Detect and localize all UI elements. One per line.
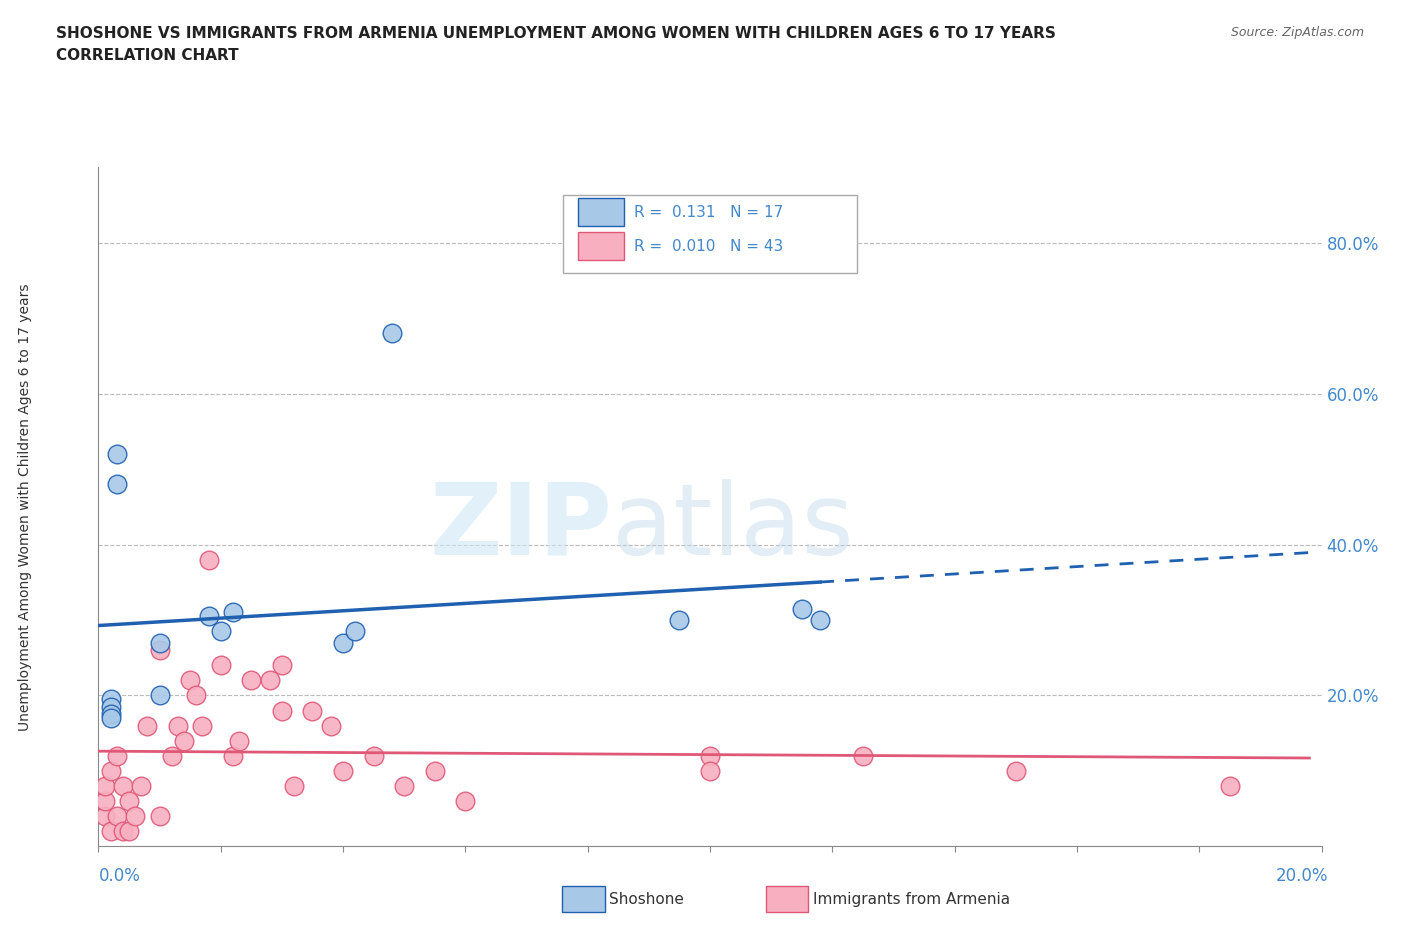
Point: [129, 778, 152, 793]
Point: [790, 602, 813, 617]
Point: [100, 692, 122, 707]
Point: [173, 733, 195, 748]
Text: Unemployment Among Women with Children Ages 6 to 17 years: Unemployment Among Women with Children A…: [18, 283, 32, 731]
Text: 0.0%: 0.0%: [98, 867, 141, 885]
Point: [301, 703, 323, 718]
Point: [93, 809, 115, 824]
Point: [179, 673, 201, 688]
Point: [852, 749, 875, 764]
Point: [392, 778, 416, 793]
Point: [186, 688, 208, 703]
FancyBboxPatch shape: [564, 194, 856, 272]
Point: [124, 809, 146, 824]
Point: [363, 749, 385, 764]
Point: [149, 809, 172, 824]
Point: [111, 824, 134, 839]
Point: [283, 778, 305, 793]
Point: [100, 824, 122, 839]
Point: [149, 643, 172, 658]
Point: [228, 733, 250, 748]
FancyBboxPatch shape: [578, 232, 624, 260]
Point: [100, 764, 122, 778]
Point: [209, 658, 232, 672]
Point: [270, 658, 292, 672]
Point: [105, 809, 128, 824]
Point: [808, 613, 831, 628]
Point: [222, 605, 245, 620]
Point: [668, 613, 690, 628]
Text: Shoshone: Shoshone: [609, 892, 683, 907]
Point: [118, 824, 141, 839]
Point: [197, 609, 219, 624]
Text: ZIP: ZIP: [429, 479, 612, 576]
Point: [381, 326, 404, 340]
Point: [319, 718, 342, 733]
Point: [332, 764, 354, 778]
Point: [699, 749, 721, 764]
Text: CORRELATION CHART: CORRELATION CHART: [56, 48, 239, 63]
Point: [222, 749, 245, 764]
Point: [136, 718, 159, 733]
Point: [111, 778, 134, 793]
Point: [100, 707, 122, 722]
Text: 20.0%: 20.0%: [1277, 867, 1329, 885]
Point: [105, 749, 128, 764]
Text: SHOSHONE VS IMMIGRANTS FROM ARMENIA UNEMPLOYMENT AMONG WOMEN WITH CHILDREN AGES : SHOSHONE VS IMMIGRANTS FROM ARMENIA UNEM…: [56, 26, 1056, 41]
FancyBboxPatch shape: [578, 198, 624, 227]
Point: [209, 624, 232, 639]
Text: atlas: atlas: [612, 479, 853, 576]
Point: [160, 749, 183, 764]
Point: [167, 718, 190, 733]
Point: [93, 778, 115, 793]
Point: [197, 552, 219, 567]
Point: [699, 764, 721, 778]
Text: Immigrants from Armenia: Immigrants from Armenia: [813, 892, 1010, 907]
Point: [454, 793, 477, 808]
Text: Source: ZipAtlas.com: Source: ZipAtlas.com: [1230, 26, 1364, 39]
Point: [149, 635, 172, 650]
Point: [100, 699, 122, 714]
Point: [118, 793, 141, 808]
Point: [344, 624, 367, 639]
Point: [270, 703, 292, 718]
Point: [100, 711, 122, 725]
Text: R =  0.010   N = 43: R = 0.010 N = 43: [634, 239, 783, 254]
Point: [149, 688, 172, 703]
Point: [191, 718, 214, 733]
Point: [1004, 764, 1026, 778]
Point: [259, 673, 281, 688]
Point: [240, 673, 263, 688]
Point: [423, 764, 446, 778]
Point: [332, 635, 354, 650]
Point: [105, 477, 128, 492]
Point: [105, 446, 128, 461]
Text: R =  0.131   N = 17: R = 0.131 N = 17: [634, 206, 783, 220]
Point: [93, 793, 115, 808]
Point: [1219, 778, 1241, 793]
